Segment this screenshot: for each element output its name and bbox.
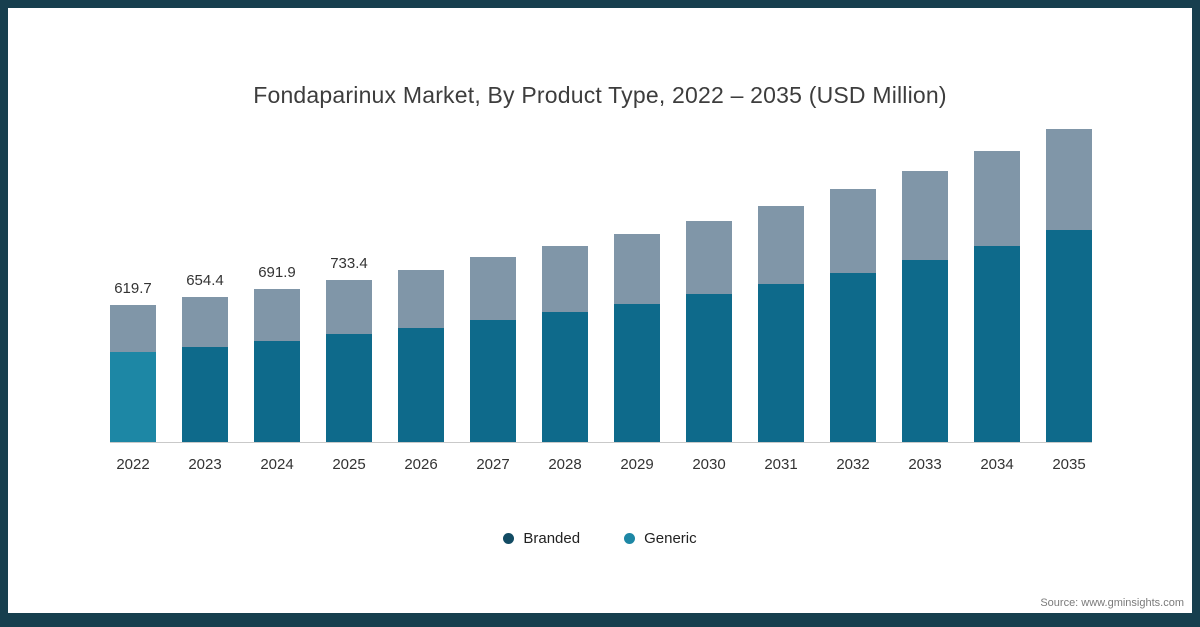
segment-branded-2024 bbox=[254, 341, 300, 442]
segment-branded-2028 bbox=[542, 312, 588, 442]
x-tick-2031: 2031 bbox=[764, 456, 798, 473]
segment-generic-2034 bbox=[974, 150, 1020, 247]
legend-item-generic: Generic bbox=[624, 530, 697, 547]
segment-generic-2023 bbox=[182, 297, 228, 348]
bar-2023: 654.4 bbox=[182, 123, 228, 442]
x-tick-2026: 2026 bbox=[404, 456, 438, 473]
segment-generic-2032 bbox=[830, 189, 876, 273]
x-tick-2032: 2032 bbox=[836, 456, 870, 473]
segment-generic-2026 bbox=[398, 269, 444, 328]
legend-label-generic: Generic bbox=[644, 530, 697, 547]
source-note: Source: www.gminsights.com bbox=[1040, 597, 1184, 609]
x-axis: 2022 2023 2024 2025 2026 2027 2028 2029 2030 2031… bbox=[110, 456, 1092, 473]
x-tick-2027: 2027 bbox=[476, 456, 510, 473]
plot-area: 619.7 654.4 691.9 733.4 bbox=[110, 123, 1092, 443]
segment-branded-2033 bbox=[902, 260, 948, 442]
bar-2026 bbox=[398, 123, 444, 442]
bar-2035 bbox=[1046, 123, 1092, 442]
legend-item-branded: Branded bbox=[503, 530, 580, 547]
segment-branded-2035 bbox=[1046, 230, 1092, 442]
bar-2030 bbox=[686, 123, 732, 442]
bar-2031 bbox=[758, 123, 804, 442]
x-tick-2035: 2035 bbox=[1052, 456, 1086, 473]
bar-2032 bbox=[830, 123, 876, 442]
segment-branded-2027 bbox=[470, 319, 516, 442]
bar-2025: 733.4 bbox=[326, 123, 372, 442]
x-tick-2022: 2022 bbox=[116, 456, 150, 473]
bar-2034 bbox=[974, 123, 1020, 442]
segment-generic-2030 bbox=[686, 220, 732, 295]
segment-branded-2023 bbox=[182, 347, 228, 442]
x-tick-2029: 2029 bbox=[620, 456, 654, 473]
segment-branded-2034 bbox=[974, 246, 1020, 442]
x-tick-2030: 2030 bbox=[692, 456, 726, 473]
bar-total-label-2025: 733.4 bbox=[330, 254, 368, 272]
segment-generic-2033 bbox=[902, 170, 948, 261]
segment-branded-2031 bbox=[758, 284, 804, 442]
segment-branded-2030 bbox=[686, 294, 732, 442]
bar-2027 bbox=[470, 123, 516, 442]
segment-generic-2028 bbox=[542, 245, 588, 313]
segment-generic-2031 bbox=[758, 206, 804, 285]
segment-branded-2032 bbox=[830, 272, 876, 442]
legend-label-branded: Branded bbox=[523, 530, 581, 547]
segment-branded-2029 bbox=[614, 303, 660, 442]
legend: Branded Generic bbox=[8, 530, 1192, 547]
bar-total-label-2023: 654.4 bbox=[186, 272, 224, 290]
segment-generic-2025 bbox=[326, 279, 372, 335]
x-tick-2028: 2028 bbox=[548, 456, 582, 473]
x-tick-2023: 2023 bbox=[188, 456, 222, 473]
x-tick-2025: 2025 bbox=[332, 456, 366, 473]
segment-branded-2025 bbox=[326, 334, 372, 442]
segment-branded-2026 bbox=[398, 327, 444, 442]
bar-2033 bbox=[902, 123, 948, 442]
bar-2022: 619.7 bbox=[110, 123, 156, 442]
bar-2024: 691.9 bbox=[254, 123, 300, 442]
x-tick-2034: 2034 bbox=[980, 456, 1014, 473]
legend-dot-branded bbox=[503, 533, 515, 544]
segment-generic-2035 bbox=[1046, 128, 1092, 231]
x-tick-2033: 2033 bbox=[908, 456, 942, 473]
segment-generic-2022 bbox=[110, 305, 156, 353]
segment-generic-2024 bbox=[254, 289, 300, 341]
x-tick-2024: 2024 bbox=[260, 456, 294, 473]
segment-branded-2022 bbox=[110, 352, 156, 442]
bar-2029 bbox=[614, 123, 660, 442]
legend-dot-generic bbox=[624, 533, 636, 544]
bar-2028 bbox=[542, 123, 588, 442]
bar-total-label-2022: 619.7 bbox=[114, 280, 152, 298]
segment-generic-2029 bbox=[614, 234, 660, 304]
chart-title: Fondaparinux Market, By Product Type, 20… bbox=[253, 82, 947, 108]
bar-total-label-2024: 691.9 bbox=[258, 264, 296, 282]
segment-generic-2027 bbox=[470, 257, 516, 320]
